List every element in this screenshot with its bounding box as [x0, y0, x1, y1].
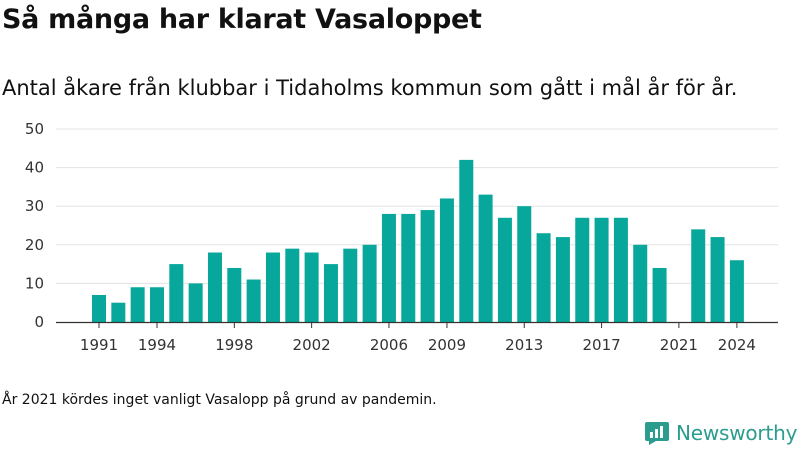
bar: [439, 198, 454, 322]
bar: [304, 252, 319, 322]
x-tick-label: 1998: [215, 336, 253, 354]
x-tick-label: 1994: [138, 336, 176, 354]
y-tick-label: 30: [25, 197, 44, 215]
bar: [227, 267, 242, 322]
footnote: År 2021 kördes inget vanligt Vasalopp på…: [2, 392, 437, 408]
x-tick-label: 1991: [80, 336, 118, 354]
x-tick-label: 2021: [660, 336, 698, 354]
brand-name: Newsworthy: [676, 421, 798, 445]
x-tick-label: 2006: [370, 336, 408, 354]
bar: [207, 252, 222, 322]
bar: [478, 194, 493, 322]
newsworthy-logo: Newsworthy: [644, 419, 797, 447]
bar: [169, 264, 184, 322]
bar-chart: 0 10 20 30 40 50 1991 1994 1998 2002 2006 2009 2013…: [25, 120, 778, 354]
bar: [575, 217, 590, 322]
bar: [343, 248, 358, 322]
y-tick-label: 40: [25, 159, 44, 177]
bar: [149, 287, 164, 322]
gridlines: [56, 128, 778, 284]
bar: [130, 287, 145, 322]
x-tick-label: 2009: [428, 336, 466, 354]
chart-subtitle: Antal åkare från klubbar i Tidaholms kom…: [2, 76, 738, 100]
bar: [362, 244, 377, 322]
bar: [652, 267, 667, 322]
bar: [381, 213, 396, 322]
y-axis-ticks: 0 10 20 30 40 50: [25, 120, 44, 331]
bar: [613, 217, 628, 322]
y-tick-label: 0: [34, 313, 44, 331]
bar: [594, 217, 609, 322]
x-axis: 1991 1994 1998 2002 2006 2009 2013 2017 2021 2024: [56, 321, 778, 354]
bar: [111, 302, 126, 322]
bar: [536, 233, 551, 322]
x-tick-label: 2024: [718, 336, 756, 354]
x-tick-label: 2017: [582, 336, 620, 354]
bar: [729, 260, 744, 322]
bar: [555, 237, 570, 322]
bar: [459, 159, 474, 322]
newsworthy-logo-icon: [645, 422, 669, 445]
bar: [92, 294, 106, 322]
bar: [265, 252, 280, 322]
bar: [323, 264, 338, 322]
bars: [92, 159, 744, 322]
chart-title: Så många har klarat Vasaloppet: [2, 4, 482, 35]
bar: [285, 248, 300, 322]
y-tick-label: 20: [25, 236, 44, 254]
y-tick-label: 50: [25, 120, 44, 138]
x-tick-label: 2002: [293, 336, 331, 354]
bar: [710, 237, 725, 322]
bar: [401, 213, 416, 322]
bar: [420, 210, 435, 322]
x-tick-label: 2013: [505, 336, 543, 354]
bar: [497, 217, 512, 322]
bar: [246, 279, 261, 322]
bar: [691, 229, 706, 322]
bar: [517, 206, 532, 322]
bar: [188, 283, 203, 322]
y-tick-label: 10: [25, 274, 44, 292]
bar: [633, 244, 648, 322]
